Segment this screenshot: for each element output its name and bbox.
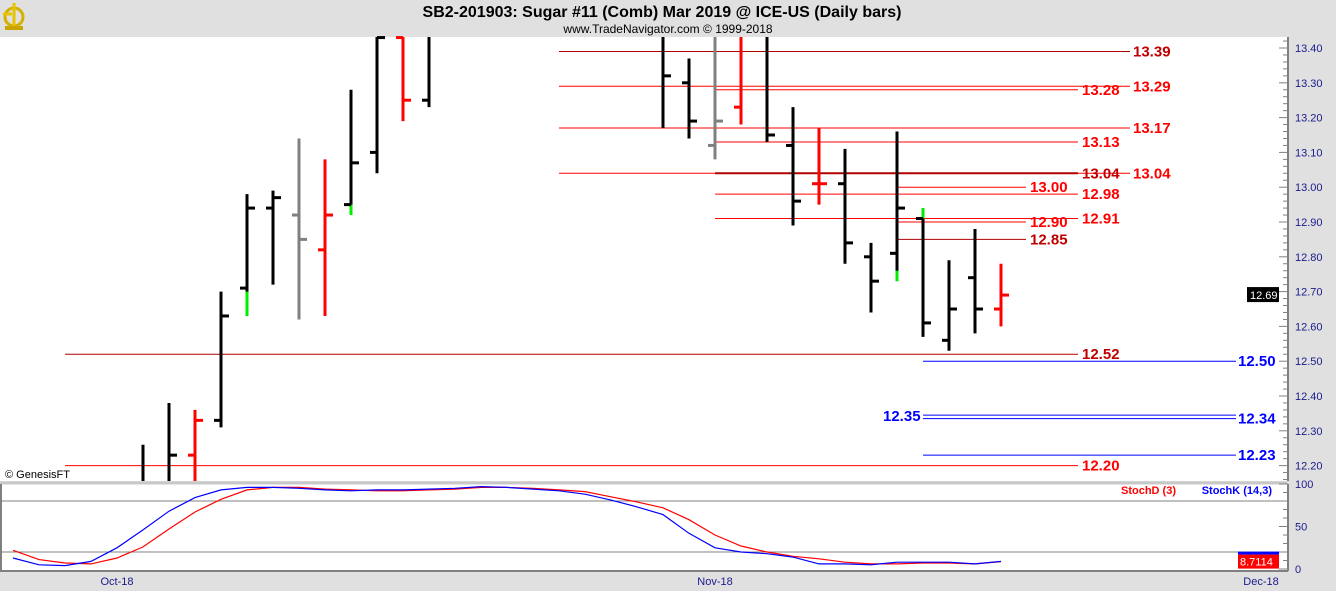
price-axis-label: 12.90 xyxy=(1295,217,1323,229)
price-bar xyxy=(734,37,743,125)
price-axis-label: 13.30 xyxy=(1295,78,1323,90)
price-bar xyxy=(864,242,879,313)
level-label: 13.17 xyxy=(1133,120,1171,137)
price-bar xyxy=(167,402,177,481)
price-bar xyxy=(266,190,281,285)
chart-title: SB2-201903: Sugar #11 (Comb) Mar 2019 @ … xyxy=(423,4,902,21)
price-bar xyxy=(994,263,1009,327)
price-bar xyxy=(422,37,431,108)
price-axis: 13.40 13.30 13.20 13.10 13.00 12.90 12.80 12.70… xyxy=(1247,40,1323,481)
last-price-badge xyxy=(1247,287,1279,303)
level-label: 12.91 xyxy=(1082,211,1120,228)
stochk-last-badge xyxy=(1238,551,1279,555)
price-axis-label: 12.80 xyxy=(1295,252,1323,264)
price-bar xyxy=(942,260,957,351)
level-label: 12.35 xyxy=(883,408,921,425)
level-label: 13.04 xyxy=(1133,165,1171,182)
price-axis-label: 12.40 xyxy=(1295,391,1323,403)
price-bar xyxy=(292,138,307,320)
price-bar xyxy=(916,208,931,337)
price-axis-label: 13.00 xyxy=(1295,182,1323,194)
price-axis-label: 12.70 xyxy=(1295,287,1323,299)
price-panel[interactable] xyxy=(0,37,1287,481)
level-label: 13.28 xyxy=(1082,82,1120,99)
level-label: 12.98 xyxy=(1082,186,1120,203)
stoch-axis-label: 50 xyxy=(1295,522,1307,534)
stoch-axis-label: 100 xyxy=(1295,479,1313,491)
level-label: 13.13 xyxy=(1082,134,1120,151)
legend-stochk: StochK (14,3) xyxy=(1202,485,1273,497)
stochd-last-badge xyxy=(1238,554,1279,569)
price-axis-label: 13.20 xyxy=(1295,113,1323,125)
stoch-axis-label: 0 xyxy=(1295,564,1301,576)
price-bar xyxy=(812,128,827,205)
level-label: 13.00 xyxy=(1030,179,1068,196)
level-label: 12.20 xyxy=(1082,458,1120,475)
date-axis-label: Nov-18 xyxy=(697,576,732,588)
level-label: 12.34 xyxy=(1238,411,1276,428)
price-bar xyxy=(188,409,203,481)
date-axis-label: Oct-18 xyxy=(100,576,133,588)
level-label: 12.52 xyxy=(1082,346,1120,363)
stochk-line xyxy=(12,485,1002,567)
price-bar xyxy=(682,58,697,139)
level-label: 13.04 xyxy=(1082,165,1120,182)
stochastic: 100 50 0 8.7114 Oct-18 Nov-18 Dec-18 xyxy=(0,479,1313,588)
price-bar xyxy=(396,36,411,122)
level-label: 12.23 xyxy=(1238,447,1276,464)
price-axis-label: 13.10 xyxy=(1295,147,1323,159)
copyright-label: © GenesisFT xyxy=(5,469,70,481)
stochd-last-label: 8.7114 xyxy=(1240,557,1273,569)
price-bar xyxy=(214,291,229,428)
price-bar xyxy=(240,194,255,316)
price-bar xyxy=(708,37,723,160)
price-bar xyxy=(786,107,801,226)
price-axis-label: 12.20 xyxy=(1295,461,1323,473)
price-bar xyxy=(370,36,385,174)
sextant-logo-icon xyxy=(3,3,25,30)
price-bar xyxy=(765,37,775,142)
price-bar xyxy=(838,148,853,264)
price-bar xyxy=(344,89,359,216)
legend-stochd: StochD (3) xyxy=(1121,485,1176,497)
price-axis-label: 12.30 xyxy=(1295,426,1323,438)
chart-subtitle: www.TradeNavigator.com © 1999-2018 xyxy=(562,22,772,36)
price-axis-label: 13.40 xyxy=(1295,43,1323,55)
price-bar xyxy=(661,37,671,129)
price-bar xyxy=(968,228,983,334)
date-axis-label: Dec-18 xyxy=(1243,576,1278,588)
stoch-panel[interactable] xyxy=(0,484,1287,570)
level-label: 12.50 xyxy=(1238,353,1276,370)
level-label: 12.90 xyxy=(1030,214,1068,231)
price-bars xyxy=(141,36,1009,481)
price-bar xyxy=(318,159,333,316)
level-lines: 13.39 13.29 13.17 13.04 13.28 13.13 13.04 12.98… xyxy=(65,43,1276,475)
last-price-label: 12.69 xyxy=(1250,290,1278,302)
price-axis-label: 12.50 xyxy=(1295,356,1323,368)
level-label: 13.29 xyxy=(1133,78,1171,95)
logo xyxy=(3,3,25,30)
price-bar xyxy=(890,131,905,282)
level-label: 13.39 xyxy=(1133,43,1171,60)
price-axis-label: 12.60 xyxy=(1295,321,1323,333)
level-label: 12.85 xyxy=(1030,231,1068,248)
